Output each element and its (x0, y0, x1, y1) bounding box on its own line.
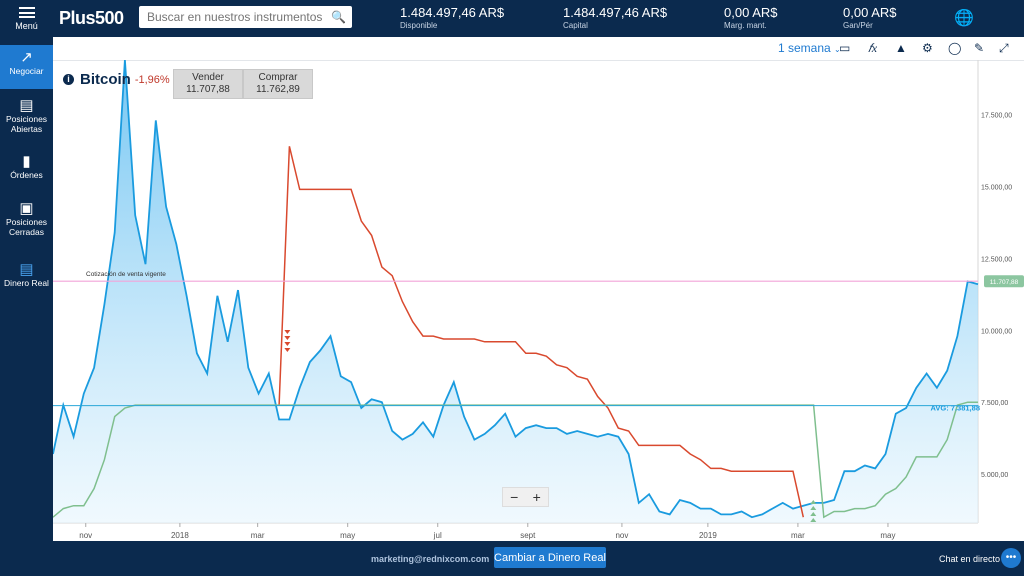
stat-value: 1.484.497,46 AR$ (563, 5, 668, 20)
zoom-in-button[interactable]: + (532, 489, 541, 505)
stat-margin: 0,00 AR$ Marg. mant. (724, 5, 778, 30)
buy-label: Comprar (258, 72, 298, 83)
stat-label: Gan/Pér (843, 21, 873, 30)
zoom-out-button[interactable]: − (510, 489, 519, 505)
top-bar: Menú Plus500 🔍 1.484.497,46 AR$ Disponib… (0, 0, 1024, 37)
y-tick-label: 15.000,00 (981, 185, 1012, 192)
period-label: 1 semana (778, 41, 831, 55)
stat-disponible: 1.484.497,46 AR$ Disponible (400, 5, 504, 30)
contact-email[interactable]: marketing@rednixcom.com (371, 554, 490, 564)
expand-icon[interactable]: ⤢ (999, 41, 1009, 55)
bottom-bar: marketing@rednixcom.com Cambiar a Dinero… (53, 541, 1024, 576)
current-price-tag (984, 275, 1024, 288)
x-tick-label: nov (79, 531, 92, 540)
sell-marker-icon (284, 348, 291, 352)
list-icon: ▤ (19, 97, 34, 114)
chart-area[interactable]: 17.500,00 15.000,00 12.500,00 10.000,00 7.50… (52, 59, 1024, 541)
x-tick-label: nov (615, 531, 628, 540)
sidebar-item-label: Posiciones Abiertas (5, 114, 48, 134)
sell-marker-icon (284, 342, 291, 346)
instrument-header: i Bitcoin -1,96% (63, 71, 170, 88)
y-tick-label: 7.500,00 (981, 400, 1008, 407)
y-tick-label: 17.500,00 (981, 113, 1012, 120)
search-icon[interactable]: 🔍 (331, 10, 346, 24)
stat-label: Marg. mant. (724, 21, 767, 30)
sidebar-item-ordenes[interactable]: ▮ Órdenes (0, 153, 53, 180)
hamburger-icon (18, 6, 35, 18)
avg-label: AVG: 7.381,88 (931, 404, 980, 413)
pencil-icon[interactable]: ✎ (974, 41, 985, 55)
live-chat-label[interactable]: Chat en directo (939, 554, 1001, 564)
gear-icon[interactable]: ⚙ (922, 41, 933, 55)
current-price-tag-label: 11.707,88 (990, 279, 1019, 286)
y-tick-label: 12.500,00 (981, 256, 1012, 263)
briefcase-icon: ▣ (19, 200, 34, 217)
chart-line-icon: ↗ (20, 49, 33, 66)
sell-label: Vender (192, 72, 224, 83)
switch-real-money-button[interactable]: Cambiar a Dinero Real (494, 547, 606, 568)
fx-icon[interactable]: 𝑓x (868, 41, 878, 55)
globe-icon[interactable]: 🌐 (954, 10, 974, 27)
y-tick-label: 10.000,00 (981, 328, 1012, 335)
instrument-change: -1,96% (134, 73, 170, 86)
sidebar-item-dinero-real[interactable]: ▤ Dinero Real (0, 261, 53, 288)
sidebar-item-posiciones-cerradas[interactable]: ▣ Posiciones Cerradas (0, 200, 53, 237)
instrument-name: Bitcoin (80, 71, 131, 88)
sidebar: ↗ Negociar ▤ Posiciones Abiertas ▮ Órden… (0, 37, 53, 576)
stat-value: 0,00 AR$ (843, 5, 897, 20)
buy-value: 11.762,89 (256, 84, 300, 95)
sidebar-item-label: Órdenes (10, 170, 43, 180)
sidebar-item-label: Dinero Real (4, 278, 49, 288)
buy-marker-icon (810, 500, 817, 504)
info-icon[interactable]: i (63, 74, 74, 85)
x-tick-label: jul (433, 531, 442, 540)
x-tick-label: may (340, 531, 355, 540)
sidebar-item-negociar[interactable]: ↗ Negociar (0, 45, 53, 89)
buy-marker-icon (810, 512, 817, 516)
buy-marker-icon (810, 506, 817, 510)
x-tick-label: sept (520, 531, 536, 540)
stat-label: Disponible (400, 21, 438, 30)
mountain-icon[interactable]: ▲ (895, 41, 907, 55)
current-price-label: Cotización de venta vigente (86, 271, 166, 278)
sell-value: 11.707,88 (186, 84, 230, 95)
stat-value: 1.484.497,46 AR$ (400, 5, 505, 20)
sidebar-item-label: Posiciones Cerradas (5, 217, 48, 237)
menu-button[interactable]: Menú (0, 0, 53, 37)
period-select[interactable]: 1 semana ⌄ (778, 41, 841, 55)
buy-marker-icon (810, 518, 817, 522)
sell-marker-icon (284, 330, 291, 334)
series-line-1 (278, 146, 805, 518)
series-line-2 (52, 401, 978, 519)
chat-icon[interactable]: ••• (1001, 548, 1021, 568)
menu-label: Menú (15, 20, 38, 31)
chart-toolbar: 1 semana ⌄ ▭ 𝑓x ▲ ⚙ ◯ ✎ ⤢ (53, 37, 1024, 61)
x-tick-label: 2018 (171, 531, 189, 540)
buy-button[interactable]: Comprar 11.762,89 (243, 69, 313, 99)
zoom-controls: − + (502, 487, 549, 507)
y-tick-label: 5.000,00 (981, 472, 1008, 479)
series-line-0 (52, 59, 979, 519)
search-box[interactable]: 🔍 (139, 6, 352, 28)
globe-toolbar-icon[interactable]: ◯ (948, 41, 962, 55)
x-tick-label: may (880, 531, 895, 540)
stat-pnl: 0,00 AR$ Gan/Pér (843, 5, 897, 30)
stat-label: Capital (563, 21, 588, 30)
price-chart[interactable]: 17.500,00 15.000,00 12.500,00 10.000,00 7.50… (52, 59, 1024, 541)
x-tick-label: mar (791, 531, 805, 540)
x-tick-label: mar (251, 531, 265, 540)
stat-value: 0,00 AR$ (724, 5, 778, 20)
stat-capital: 1.484.497,46 AR$ Capital (563, 5, 667, 30)
search-input[interactable] (145, 9, 329, 25)
plus500-logo[interactable]: Plus500 (59, 8, 124, 28)
sell-marker-icon (284, 336, 291, 340)
sidebar-item-posiciones-abiertas[interactable]: ▤ Posiciones Abiertas (0, 97, 53, 134)
money-icon: ▤ (19, 261, 34, 278)
book-icon: ▮ (22, 153, 31, 170)
sell-button[interactable]: Vender 11.707,88 (173, 69, 243, 99)
price-area (53, 60, 978, 523)
sidebar-item-label: Negociar (9, 66, 44, 76)
x-tick-label: 2019 (699, 531, 717, 540)
candlestick-icon[interactable]: ▭ (839, 41, 851, 55)
